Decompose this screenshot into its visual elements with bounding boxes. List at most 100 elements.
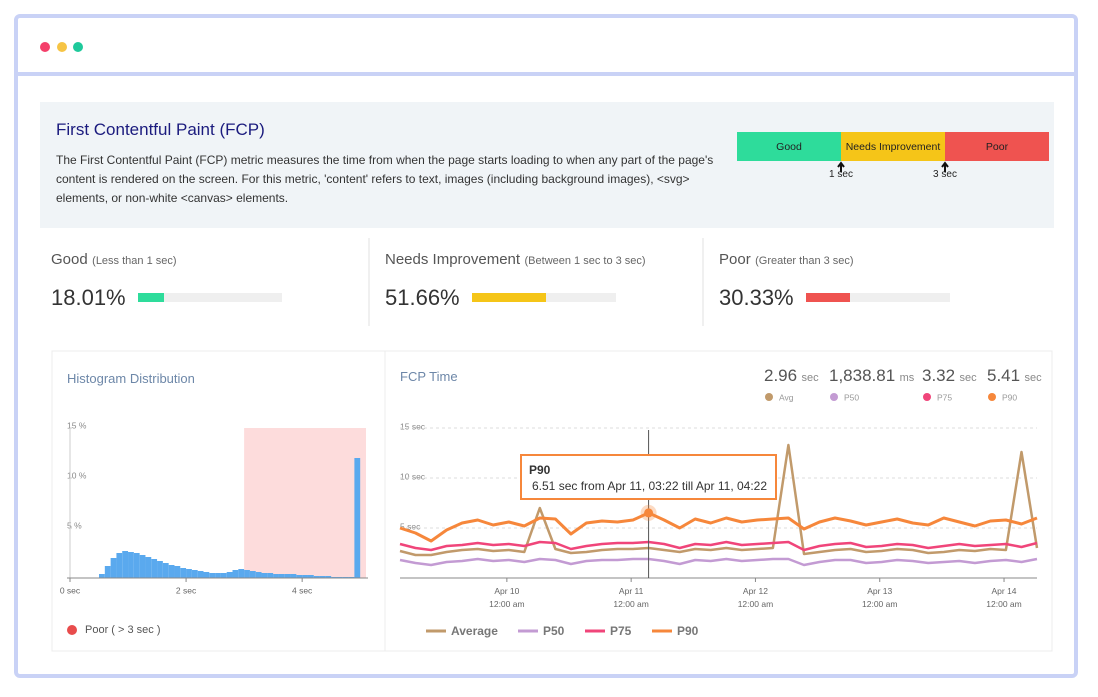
- x-tick-label: Apr 13 12:00 am: [862, 586, 898, 609]
- histogram-bar: [133, 553, 140, 578]
- legend-label: P50: [543, 624, 565, 638]
- stat-name: P75: [937, 392, 952, 402]
- stat-value: 2.96: [764, 366, 798, 385]
- tooltip: P90 6.51 sec from Apr 11, 03:22 till Apr …: [520, 454, 777, 500]
- hover-point: [644, 508, 654, 518]
- histogram-bar: [180, 568, 187, 578]
- progress-bar: [806, 293, 850, 302]
- histogram-bar: [145, 557, 152, 578]
- histogram-bar: [174, 566, 181, 578]
- y-tick-label: 15 sec: [400, 421, 426, 431]
- histogram-bar: [116, 553, 123, 578]
- stat-unit: sec: [1024, 372, 1042, 384]
- x-tick-label: Apr 11 12:00 am: [613, 586, 649, 609]
- histogram-bar: [209, 573, 216, 578]
- tooltip-text: 6.51 sec from Apr 11, 03:22 till Apr 11,…: [532, 479, 768, 493]
- card-label: Good (Less than 1 sec): [51, 251, 177, 269]
- header-panel: [40, 102, 1054, 228]
- histogram-bar: [290, 574, 297, 578]
- histogram-bar: [226, 572, 233, 578]
- y-tick-label: 10 sec: [400, 471, 426, 481]
- stat-dot: [923, 393, 931, 401]
- card-title: Poor: [719, 251, 751, 268]
- progress-bar: [472, 293, 547, 302]
- histogram-bar: [220, 573, 227, 578]
- stat: 5.41 sec: [987, 366, 1042, 386]
- threshold-arrow: [837, 161, 845, 172]
- histogram-bar: [255, 572, 262, 578]
- histogram-bar: [168, 565, 175, 578]
- threshold-segment: Poor: [945, 132, 1049, 161]
- stat-name: P50: [844, 392, 859, 402]
- card-title: Good: [51, 251, 88, 268]
- stat-value: 3.32: [922, 366, 956, 385]
- stat: 2.96 sec: [764, 366, 819, 386]
- x-tick-label: 4 sec: [292, 585, 313, 595]
- stat-dot: [988, 393, 996, 401]
- close-dot[interactable]: [40, 42, 50, 52]
- chart-title: Histogram Distribution: [67, 371, 195, 386]
- histogram-bar: [157, 561, 163, 578]
- card-label: Needs Improvement (Between 1 sec to 3 se…: [385, 251, 646, 269]
- legend-dot: [67, 625, 77, 635]
- x-tick-label: Apr 12 12:00 am: [737, 586, 774, 609]
- card-title: Needs Improvement: [385, 251, 521, 268]
- header-description: The First Contentful Paint (FCP) metric …: [56, 153, 714, 205]
- histogram-bar: [232, 570, 239, 578]
- legend-label: Average: [451, 624, 498, 638]
- stat-value: 1,838.81: [829, 366, 896, 385]
- threshold-marker: 3 sec: [933, 169, 957, 180]
- histogram-bar: [296, 575, 303, 578]
- x-tick-label: Apr 14 12:00 am: [986, 586, 1022, 609]
- histogram-bar: [186, 569, 192, 578]
- histogram-bar: [302, 575, 308, 578]
- histogram-bar: [249, 571, 256, 578]
- histogram-bar: [319, 576, 326, 578]
- series-line: [399, 511, 1038, 543]
- histogram-bar: [273, 574, 279, 578]
- histogram-bar: [313, 576, 320, 578]
- minimize-dot[interactable]: [57, 42, 67, 52]
- histogram-bar: [238, 569, 245, 578]
- highlight-region: [244, 428, 366, 578]
- histogram-bar: [162, 563, 169, 578]
- threshold-segment: Needs Improvement: [841, 132, 945, 161]
- series-line: [399, 557, 1038, 567]
- y-tick-label: 5 %: [67, 520, 82, 530]
- progress-track: [138, 293, 282, 302]
- stat: 3.32 sec: [922, 366, 977, 386]
- histogram-bar: [151, 559, 158, 578]
- histogram-bar: [203, 572, 210, 578]
- stat-name: Avg: [779, 392, 794, 402]
- progress-bar: [138, 293, 164, 302]
- histogram-bar: [354, 458, 361, 578]
- y-tick-label: 5 sec: [400, 521, 421, 531]
- stat-value: 5.41: [987, 366, 1021, 385]
- chart-title: FCP Time: [400, 369, 458, 384]
- header-title: First Contentful Paint (FCP): [56, 120, 265, 139]
- stat-unit: ms: [899, 372, 915, 384]
- histogram-bar: [325, 576, 332, 578]
- stat-dot: [765, 393, 773, 401]
- histogram-bar: [267, 573, 274, 578]
- series-line: [399, 443, 1039, 557]
- legend-label: Poor ( > 3 sec ): [85, 624, 161, 636]
- histogram-bar: [139, 555, 146, 578]
- legend-label: P75: [610, 624, 632, 638]
- histogram-bar: [244, 570, 250, 578]
- stat: 1,838.81 ms: [829, 366, 914, 386]
- histogram-bar: [110, 558, 117, 578]
- maximize-dot[interactable]: [73, 42, 83, 52]
- card-percent: 51.66%: [385, 285, 460, 310]
- stat-unit: sec: [801, 372, 819, 384]
- threshold-marker: 1 sec: [829, 169, 853, 180]
- stat-dot: [830, 393, 838, 401]
- stat-name: P90: [1002, 392, 1017, 402]
- histogram-bar: [278, 574, 285, 578]
- y-tick-label: 10 %: [67, 470, 87, 480]
- time-panel: [384, 350, 1053, 652]
- histogram-bar: [128, 552, 134, 578]
- card-percent: 18.01%: [51, 285, 126, 310]
